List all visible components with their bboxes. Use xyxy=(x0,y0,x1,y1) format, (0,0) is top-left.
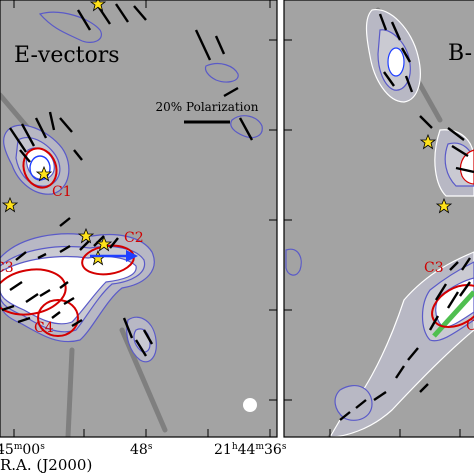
stars-right xyxy=(419,133,453,214)
scale-bar-label: 20% Polarization xyxy=(156,100,259,114)
right-panel: B- C3 C xyxy=(284,0,474,437)
label-c1: C1 xyxy=(52,184,72,200)
panel-title-left: E-vectors xyxy=(14,43,120,68)
right-ticks xyxy=(284,39,461,437)
outflow-arrow xyxy=(90,250,138,262)
label-c3-right: C3 xyxy=(424,260,444,276)
filament-lines xyxy=(0,92,168,437)
x-tick-labels: 45m00s 48s 21h44m36s xyxy=(0,442,287,458)
label-c-right-partial: C xyxy=(466,318,474,334)
ellipse-right xyxy=(431,284,474,328)
stars-left xyxy=(1,0,113,266)
green-line xyxy=(432,290,474,338)
x-tick-label-1: 48s xyxy=(130,442,153,458)
left-panel-frame xyxy=(0,0,278,438)
x-tick-label-0: 45m00s xyxy=(0,442,45,458)
left-ticks xyxy=(13,0,277,437)
left-panel: 20% Polarization E-vectors C1 C2 C3 C4 xyxy=(0,0,277,437)
x-axis-label: R.A. (J2000) xyxy=(0,456,92,474)
label-c4: C4 xyxy=(34,320,54,336)
right-panel-frame xyxy=(283,0,474,438)
label-c2: C2 xyxy=(124,230,144,246)
panel-title-right: B- xyxy=(448,41,472,66)
vectors-left xyxy=(1,3,254,357)
ellipses-left xyxy=(0,147,135,337)
beam-circle xyxy=(243,398,257,412)
label-c3: C3 xyxy=(0,260,14,276)
vectors-right xyxy=(339,13,474,421)
x-tick-label-2: 21h44m36s xyxy=(214,442,287,458)
